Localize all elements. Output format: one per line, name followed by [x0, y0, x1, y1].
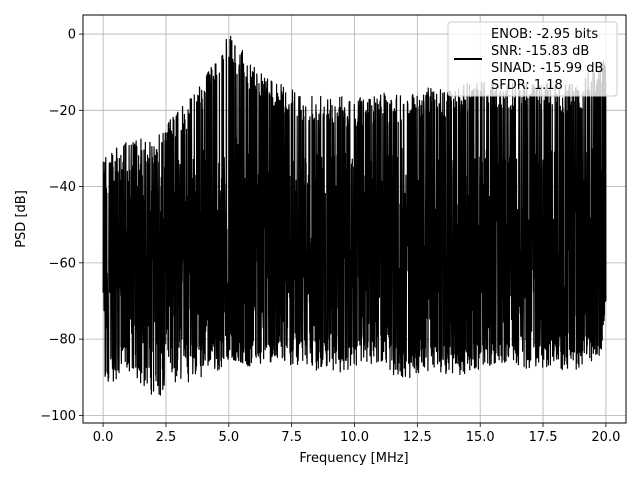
y-tick-label: 0: [68, 28, 76, 43]
y-tick-label: −80: [49, 333, 76, 348]
psd-series-line: [102, 35, 607, 396]
x-axis-label: Frequency [MHz]: [299, 451, 408, 466]
x-tick-label: 7.5: [281, 430, 302, 445]
x-tick-label: 5.0: [218, 430, 239, 445]
legend-entry-enob: ENOB: -2.95 bits: [491, 27, 598, 42]
x-tick-label: 0.0: [93, 430, 114, 445]
y-axis-label: PSD [dB]: [14, 190, 29, 248]
y-tick-label: −40: [49, 180, 76, 195]
y-axis: 0 −20 −40 −60 −80 −100: [40, 28, 83, 424]
y-tick-label: −100: [40, 409, 76, 424]
x-tick-label: 10.0: [340, 430, 369, 445]
legend-entry-sinad: SINAD: -15.99 dB: [491, 61, 603, 76]
x-tick-label: 12.5: [403, 430, 432, 445]
y-tick-label: −20: [49, 104, 76, 119]
series-layer: [102, 35, 607, 396]
plot-area: [102, 35, 607, 396]
y-tick-label: −60: [49, 256, 76, 271]
legend-entry-snr: SNR: -15.83 dB: [491, 44, 589, 59]
x-axis: 0.0 2.5 5.0 7.5 10.0 12.5 15.0 17.5 20.0: [93, 423, 620, 445]
x-tick-label: 15.0: [466, 430, 495, 445]
legend-box: [447, 21, 618, 97]
legend-entry-sfdr: SFDR: 1.18: [491, 78, 563, 93]
x-tick-label: 20.0: [591, 430, 620, 445]
x-tick-label: 17.5: [529, 430, 558, 445]
x-tick-label: 2.5: [156, 430, 177, 445]
legend: ENOB: -2.95 bits SNR: -15.83 dB SINAD: -…: [447, 21, 618, 97]
